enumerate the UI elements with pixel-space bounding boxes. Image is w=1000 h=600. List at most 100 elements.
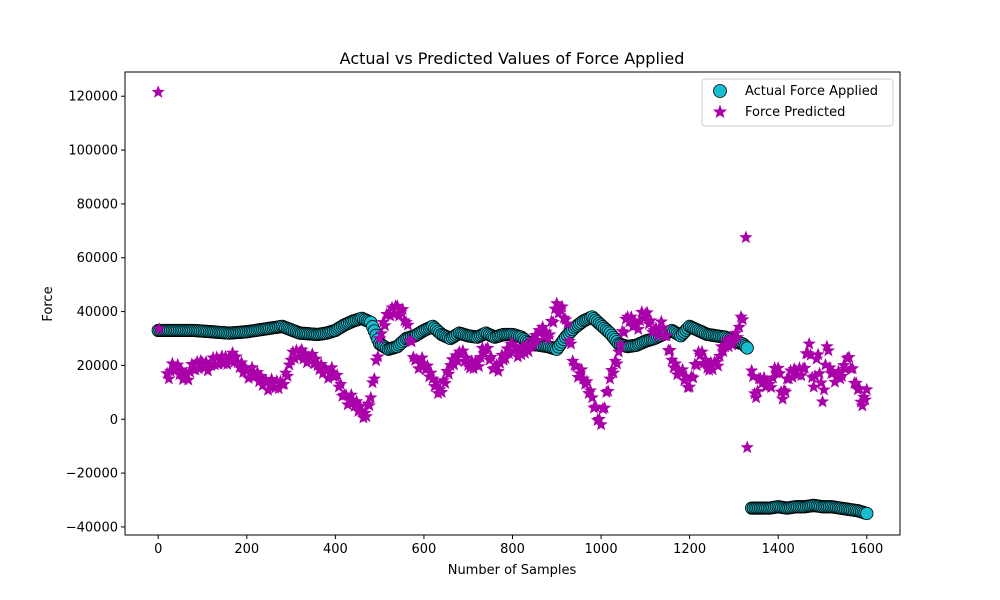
predicted-point — [442, 367, 456, 380]
predicted-point — [576, 371, 591, 385]
legend-predicted-marker — [712, 104, 728, 119]
predicted-point — [775, 392, 790, 405]
x-tick-label: 400 — [323, 542, 348, 557]
predicted-point — [555, 299, 569, 313]
predicted-point — [325, 360, 339, 374]
predicted-point — [316, 366, 330, 380]
predicted-point — [734, 309, 748, 323]
predicted-point — [284, 353, 298, 366]
predicted-point — [721, 339, 736, 353]
predicted-point — [252, 374, 266, 388]
predicted-point — [160, 366, 174, 380]
predicted-point — [574, 362, 589, 376]
predicted-point — [558, 312, 573, 326]
predicted-point — [401, 318, 415, 331]
predicted-point — [310, 358, 325, 372]
predicted-point — [842, 350, 856, 363]
predicted-point — [415, 350, 429, 364]
predicted-point — [229, 349, 243, 363]
predicted-point — [358, 406, 372, 419]
predicted-point — [309, 351, 323, 365]
predicted-point — [420, 358, 435, 372]
predicted-point — [656, 320, 670, 334]
predicted-point — [319, 363, 334, 377]
y-tick-label: −40000 — [66, 520, 118, 535]
predicted-point — [172, 367, 187, 381]
predicted-point — [740, 440, 754, 454]
predicted-point — [372, 331, 387, 345]
predicted-point — [592, 412, 606, 425]
predicted-point — [814, 375, 828, 389]
predicted-point — [233, 360, 247, 374]
predicted-point — [606, 365, 621, 379]
predicted-point — [424, 365, 438, 379]
predicted-point — [362, 398, 376, 412]
predicted-point — [277, 377, 291, 390]
predicted-point — [179, 366, 194, 379]
predicted-point — [390, 299, 405, 312]
predicted-point — [245, 360, 259, 374]
legend: Actual Force Applied Force Predicted — [701, 78, 894, 127]
predicted-point — [413, 356, 428, 369]
y-axis: −40000 −20000 0 20000 40000 60000 80000 100000 1… — [66, 90, 125, 535]
predicted-point — [782, 371, 796, 385]
predicted-point — [709, 355, 723, 369]
legend-box — [701, 78, 894, 127]
predicted-point — [199, 355, 213, 368]
predicted-point — [410, 352, 424, 366]
y-tick-label: 20000 — [77, 359, 118, 374]
predicted-point — [342, 392, 357, 406]
predicted-point — [613, 337, 628, 351]
predicted-point — [749, 390, 763, 404]
predicted-point — [732, 320, 746, 333]
predicted-point — [502, 346, 516, 360]
predicted-point — [725, 337, 739, 351]
predicted-point — [706, 362, 720, 376]
predicted-point — [690, 358, 704, 372]
x-tick-label: 1600 — [850, 542, 883, 557]
predicted-point — [396, 302, 410, 316]
predicted-point — [387, 307, 401, 320]
predicted-point — [773, 366, 787, 380]
predicted-point — [695, 344, 709, 358]
predicted-point — [481, 341, 495, 354]
predicted-point — [633, 313, 647, 327]
predicted-point — [663, 343, 677, 356]
predicted-point — [452, 344, 467, 358]
predicted-point — [162, 371, 176, 385]
predicted-point — [675, 362, 690, 376]
predicted-point — [183, 365, 197, 378]
predicted-point — [539, 325, 553, 338]
predicted-point — [855, 398, 870, 412]
predicted-point — [291, 349, 305, 363]
predicted-point — [585, 390, 599, 404]
predicted-point — [449, 348, 463, 362]
y-tick-label: 0 — [110, 413, 118, 428]
predicted-point — [243, 365, 257, 379]
predicted-point — [535, 320, 550, 333]
predicted-point — [716, 344, 730, 358]
predicted-point — [651, 328, 665, 342]
predicted-point — [679, 369, 693, 383]
predicted-point — [264, 372, 279, 386]
predicted-point — [727, 331, 741, 345]
predicted-point — [426, 371, 440, 385]
predicted-point — [811, 347, 825, 361]
predicted-point — [367, 371, 381, 385]
predicted-point — [746, 369, 760, 383]
predicted-point — [514, 347, 529, 361]
predicted-point — [505, 336, 520, 350]
predicted-point — [224, 351, 238, 365]
predicted-point — [516, 339, 530, 353]
predicted-point — [438, 376, 452, 389]
predicted-point — [838, 362, 853, 375]
predicted-point — [318, 361, 332, 374]
predicted-point — [597, 400, 612, 414]
predicted-point — [459, 350, 474, 364]
predicted-point — [429, 375, 443, 389]
predicted-point — [323, 365, 337, 379]
predicted-point — [263, 377, 277, 391]
predicted-point — [640, 305, 654, 319]
predicted-point — [755, 376, 769, 389]
predicted-point — [314, 357, 328, 370]
